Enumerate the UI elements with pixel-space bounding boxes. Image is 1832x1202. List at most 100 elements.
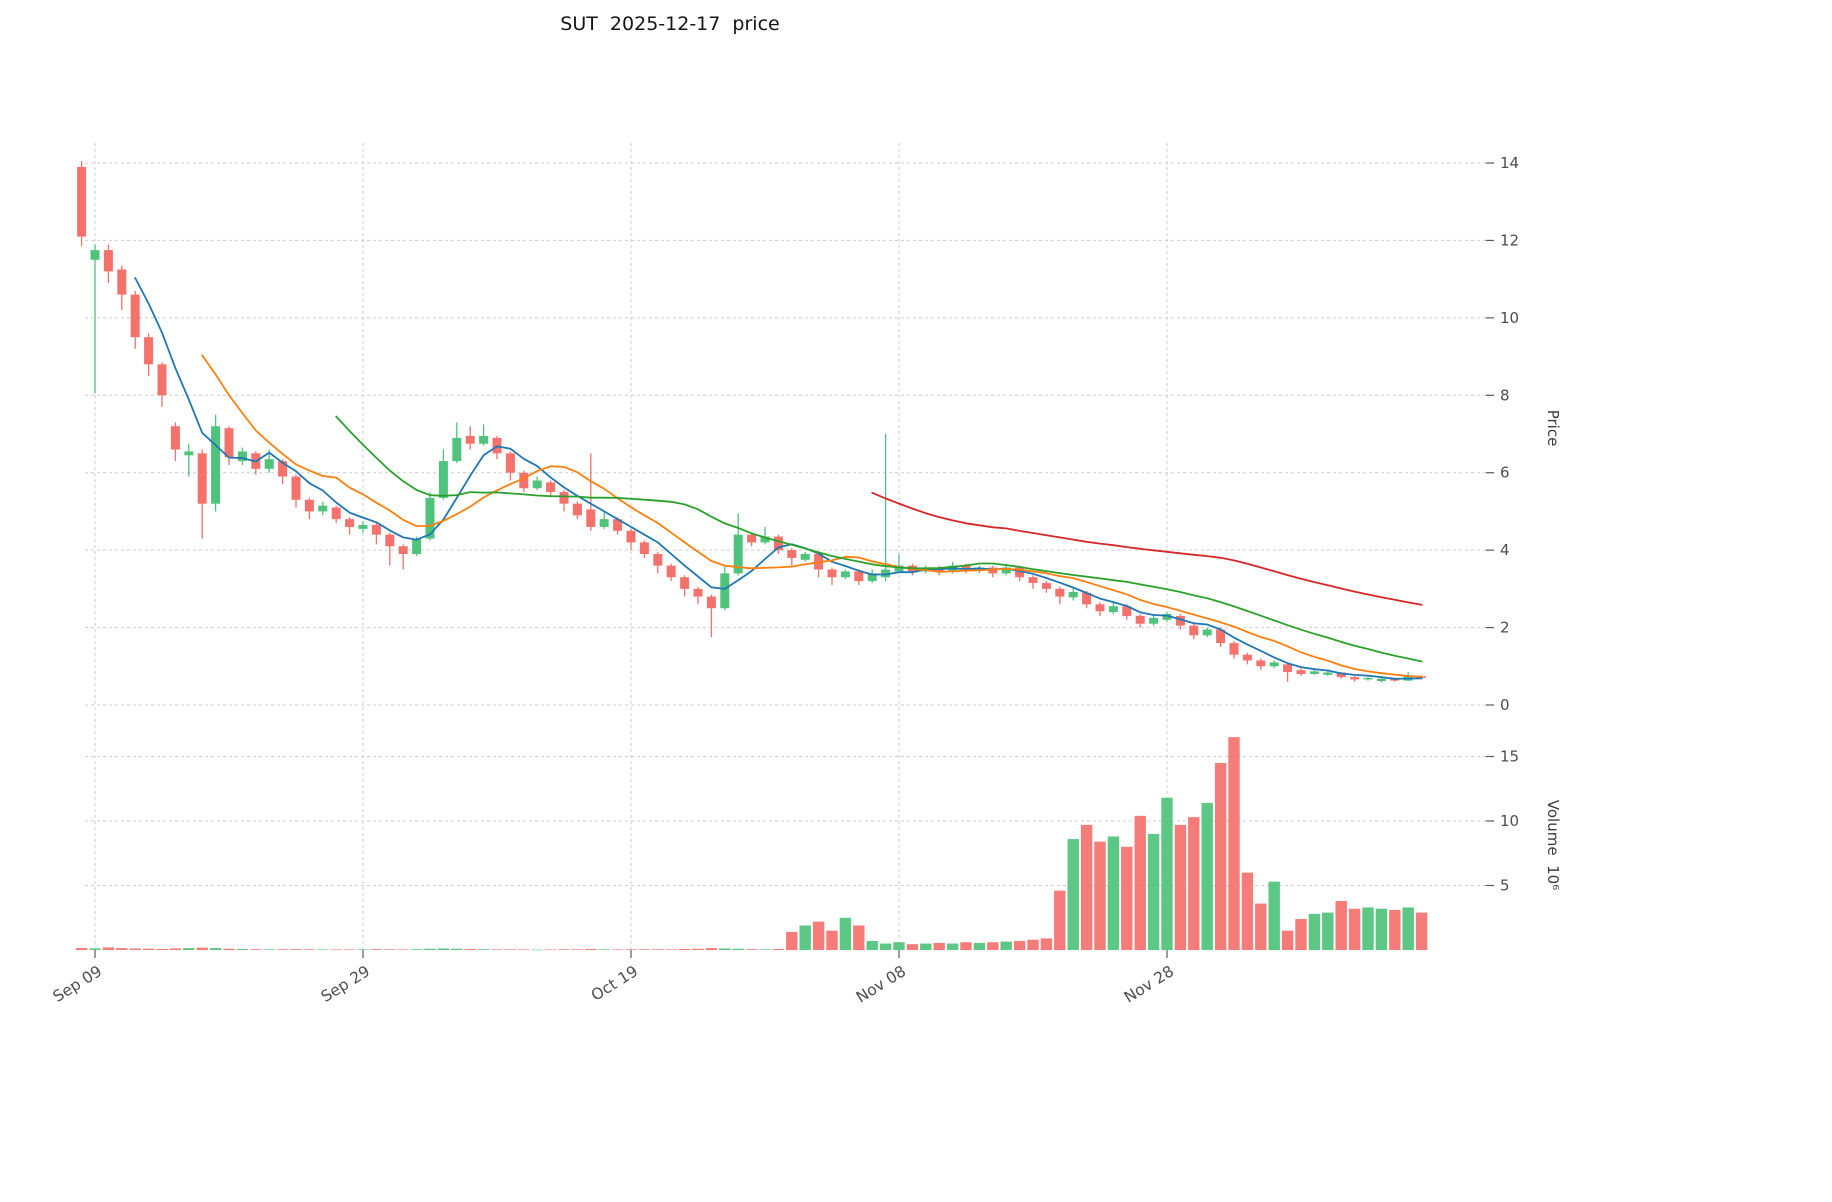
volume-bar (384, 949, 396, 950)
volume-bar (611, 949, 624, 951)
volume-bar (1161, 797, 1173, 950)
volume-bar (933, 942, 945, 950)
volume-bar (839, 917, 852, 950)
volume-bar (263, 949, 275, 950)
volume-bar (1201, 802, 1213, 950)
candle-body (264, 459, 274, 469)
candle-body (1135, 615, 1145, 624)
volume-bar (1094, 841, 1106, 950)
candle-body (599, 519, 609, 527)
ma-10-line (201, 354, 1423, 678)
volume-bar (531, 949, 543, 951)
price-tick-label: 10 (1500, 309, 1519, 327)
candle-body (304, 499, 314, 512)
candle-body (1296, 670, 1306, 675)
volume-bar (705, 948, 718, 950)
candle-body (519, 472, 529, 489)
candle-body (90, 250, 100, 260)
volume-bar (1107, 836, 1120, 950)
ma-5-line (134, 277, 1423, 680)
candle-body (170, 426, 180, 450)
candle-body (787, 550, 797, 558)
volume-bar (1174, 824, 1187, 950)
candle-body (278, 461, 288, 477)
candle-body (1269, 662, 1279, 667)
candle-body (1082, 592, 1092, 605)
volume-bar (477, 949, 490, 950)
volume-bar (1027, 939, 1039, 950)
candle-body (117, 269, 127, 295)
volume-bar (853, 925, 865, 950)
volume-bar (893, 942, 905, 950)
volume-bar (1389, 910, 1401, 950)
candle-body (881, 569, 891, 578)
candle-body (1363, 677, 1373, 680)
volume-bar (116, 948, 128, 950)
volume-bar (196, 947, 208, 950)
moving-average-lines (134, 277, 1423, 680)
volume-bar (518, 949, 530, 951)
candle-body (197, 453, 207, 504)
candle-body (77, 166, 87, 237)
candle-body (130, 294, 140, 338)
volume-bar (1375, 908, 1388, 950)
candle-body (1028, 577, 1038, 584)
candle-body (733, 534, 743, 574)
volume-bar (1322, 912, 1334, 950)
candle-body (1122, 606, 1132, 616)
candle-body (1323, 672, 1333, 675)
candle-body (465, 435, 475, 444)
candle-body (532, 480, 542, 489)
volume-bar (987, 942, 999, 950)
candle-body (666, 565, 676, 578)
volume-bar (692, 948, 704, 950)
volume-bar (879, 943, 892, 950)
volume-bar (370, 949, 383, 950)
volume-bar (906, 944, 919, 950)
volume-bar (1121, 846, 1133, 950)
volume-bar (799, 925, 811, 950)
candle-body (894, 565, 904, 572)
volume-bar (1402, 907, 1414, 950)
volume-bar (1214, 762, 1227, 950)
candle-body (827, 569, 837, 578)
volume-bar (1054, 890, 1066, 950)
volume-bar (1147, 833, 1160, 950)
volume-bar (638, 949, 651, 950)
volume-bar (183, 948, 195, 950)
volume-bar (317, 949, 329, 951)
volume-bar (209, 948, 222, 950)
candle-body (1149, 617, 1159, 624)
candle-body (144, 337, 154, 365)
price-tick-label: 4 (1500, 541, 1510, 559)
candle-body (452, 437, 462, 462)
date-tick-label: Nov 08 (853, 962, 909, 1006)
candle-body (211, 426, 221, 504)
volume-bar (102, 947, 115, 950)
volume-bar (236, 948, 249, 950)
candle-body (840, 571, 850, 578)
candle-body (157, 364, 167, 396)
candle-body (1055, 588, 1065, 597)
candle-body (720, 573, 730, 609)
candle-body (613, 519, 623, 531)
candle-body (639, 542, 649, 555)
volume-tick-label: 10 (1500, 812, 1519, 830)
volume-bar (410, 949, 423, 950)
volume-bar (585, 948, 597, 950)
candle-body (586, 509, 596, 527)
price-tick-label: 14 (1500, 154, 1519, 172)
volume-bar (451, 948, 463, 950)
volume-bar (343, 949, 356, 951)
volume-bar (812, 921, 825, 950)
volume-bar (598, 949, 610, 950)
volume-bar (1000, 941, 1012, 950)
candle-body (1015, 567, 1025, 578)
volume-bar (866, 940, 878, 950)
candle-body (425, 497, 435, 539)
volume-bar (1134, 815, 1146, 950)
volume-bar (625, 949, 637, 950)
volume-bar (1040, 938, 1053, 950)
candle-body (760, 536, 770, 543)
candle-body (867, 573, 877, 582)
